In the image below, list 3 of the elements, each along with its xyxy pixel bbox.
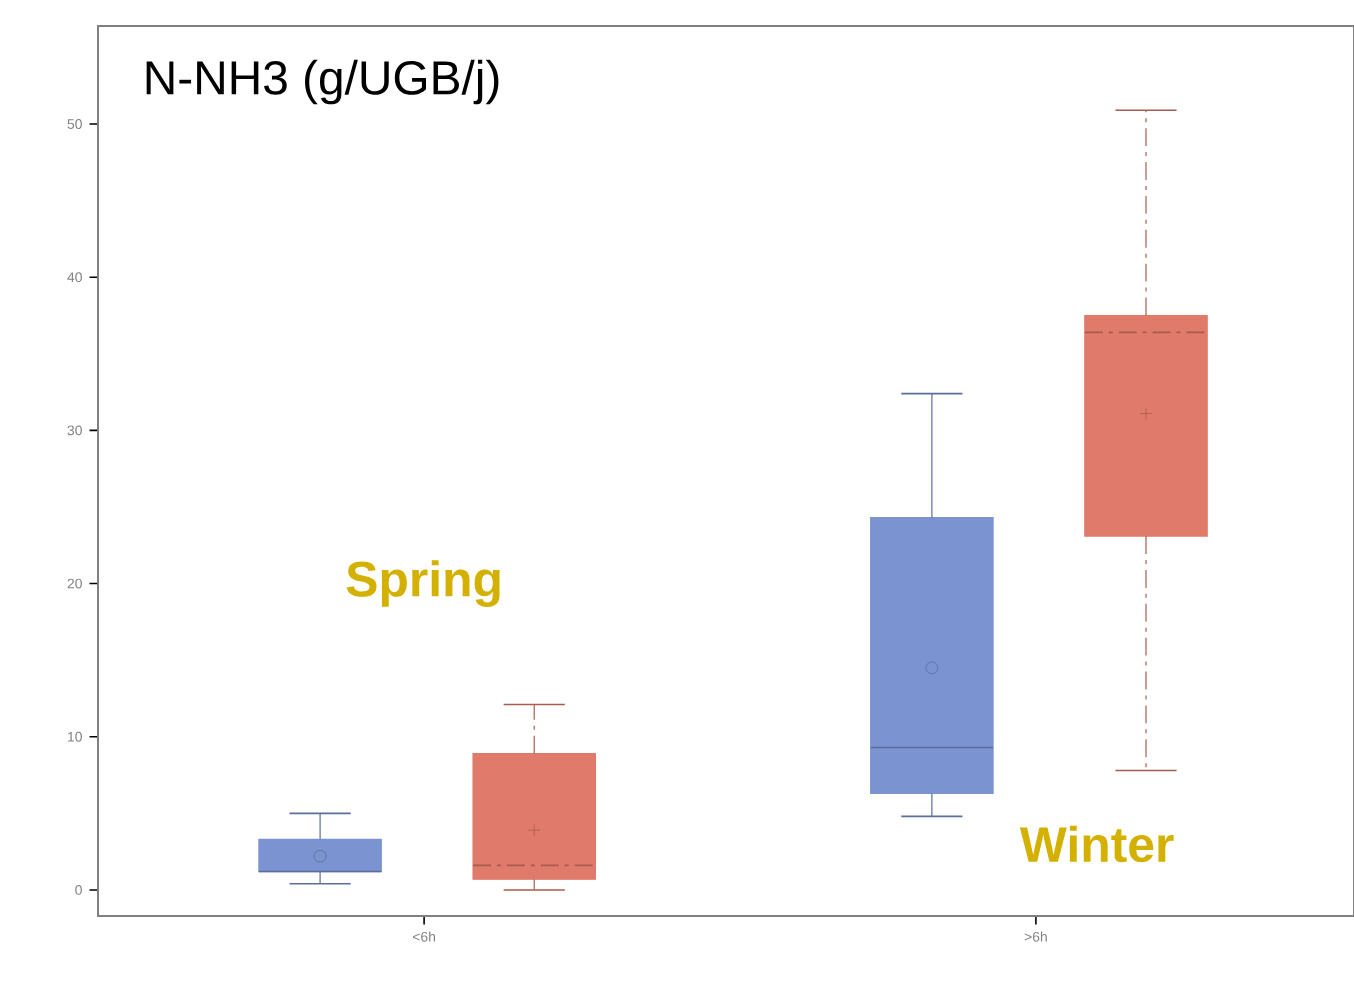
text: N-NH3 (g/UGB/j)	[146, 59, 499, 105]
annotation: Spring	[346, 560, 500, 607]
annotation: Winter	[1019, 825, 1174, 863]
